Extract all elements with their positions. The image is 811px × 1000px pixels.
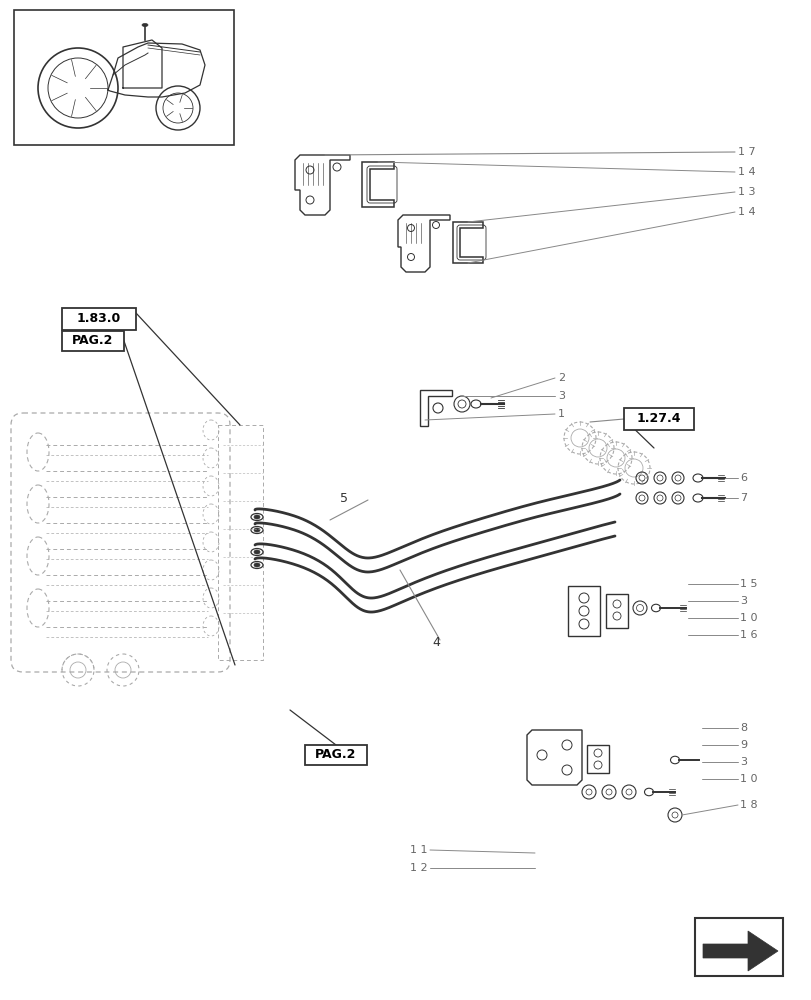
Text: 3: 3 <box>557 391 564 401</box>
Text: 1 2: 1 2 <box>410 863 427 873</box>
Text: 6: 6 <box>739 473 746 483</box>
Text: 8: 8 <box>739 723 746 733</box>
Text: 1 1: 1 1 <box>410 845 427 855</box>
Bar <box>605 594 627 628</box>
Text: 1 6: 1 6 <box>739 630 757 640</box>
Ellipse shape <box>254 563 260 567</box>
Text: 3: 3 <box>739 596 746 606</box>
Text: 5: 5 <box>340 491 348 504</box>
Text: 9: 9 <box>739 740 746 750</box>
Polygon shape <box>702 931 777 971</box>
Ellipse shape <box>251 526 263 534</box>
Ellipse shape <box>254 528 260 532</box>
Ellipse shape <box>251 562 263 568</box>
Text: 3: 3 <box>739 757 746 767</box>
Text: 4: 4 <box>431 637 440 650</box>
Text: 1 7: 1 7 <box>737 147 755 157</box>
Text: 2: 2 <box>557 373 564 383</box>
Bar <box>568 586 599 636</box>
Text: 1 0: 1 0 <box>739 613 757 623</box>
Bar <box>586 745 608 773</box>
Text: PAG.2: PAG.2 <box>72 334 114 348</box>
Ellipse shape <box>142 24 148 27</box>
Bar <box>62 331 124 351</box>
Bar <box>217 425 263 660</box>
Text: 1 0: 1 0 <box>739 774 757 784</box>
Text: 1.27.4: 1.27.4 <box>636 412 680 426</box>
Bar <box>623 408 693 430</box>
Ellipse shape <box>254 550 260 554</box>
Ellipse shape <box>251 514 263 520</box>
Ellipse shape <box>254 515 260 519</box>
Text: 1 4: 1 4 <box>737 207 755 217</box>
Text: 1 4: 1 4 <box>737 167 755 177</box>
Text: 7: 7 <box>739 493 746 503</box>
Bar <box>62 308 135 330</box>
Bar <box>305 745 367 765</box>
Text: 1 5: 1 5 <box>739 579 757 589</box>
Ellipse shape <box>251 548 263 556</box>
Text: 1: 1 <box>557 409 564 419</box>
Bar <box>694 918 782 976</box>
Text: 1 8: 1 8 <box>739 800 757 810</box>
Bar <box>14 10 234 145</box>
Text: 1.83.0: 1.83.0 <box>77 312 121 326</box>
Text: PAG.2: PAG.2 <box>315 748 356 762</box>
Text: 1 3: 1 3 <box>737 187 754 197</box>
